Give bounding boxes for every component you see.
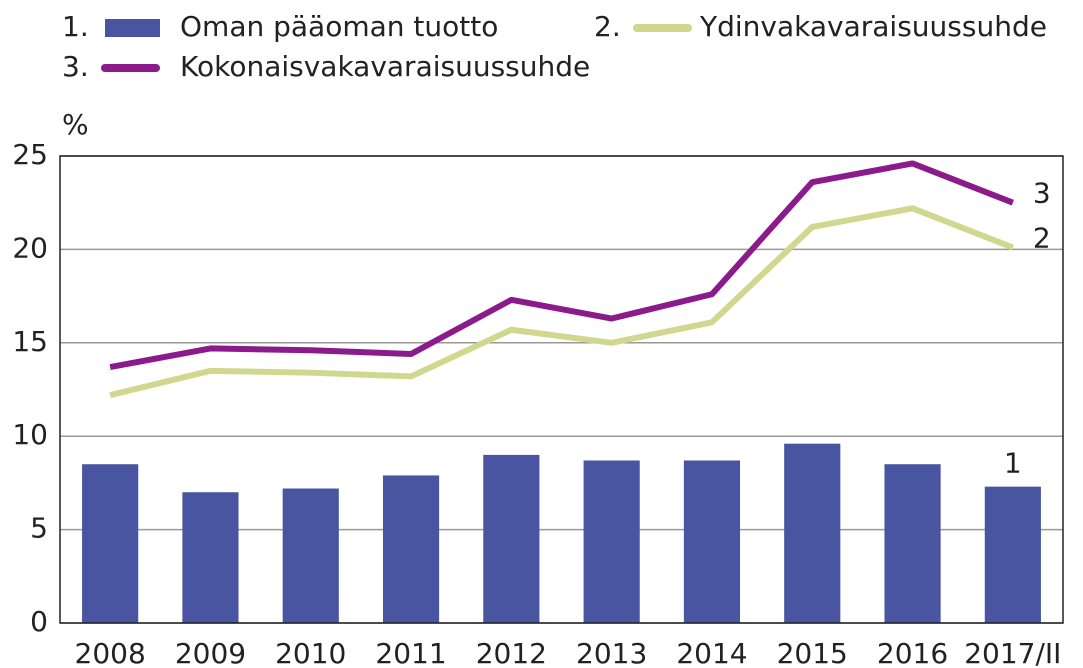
y-tick-label: 10 (12, 418, 48, 451)
legend-label: Ydinvakavaraisuussuhde (699, 10, 1047, 43)
x-tick-label: 2009 (175, 637, 246, 668)
y-tick-label: 0 (30, 605, 48, 638)
legend-swatch (105, 19, 160, 37)
x-tick-label: 2016 (877, 637, 948, 668)
x-tick-label: 2011 (375, 637, 446, 668)
x-tick-label: 2012 (476, 637, 547, 668)
x-tick-label: 2017/II (964, 637, 1061, 668)
legend-label: Kokonaisvakavaraisuussuhde (180, 50, 590, 83)
end-label: 2 (1033, 222, 1051, 255)
y-tick-label: 15 (12, 325, 48, 358)
line (109, 160, 1014, 371)
y-axis-label: % (62, 108, 89, 141)
legend-number: 3. (62, 50, 89, 83)
bar (884, 464, 941, 623)
x-tick-label: 2015 (777, 637, 848, 668)
bar (683, 460, 741, 623)
bar (784, 443, 841, 623)
bar (282, 488, 339, 623)
end-label: 3 (1033, 177, 1051, 210)
x-tick-label: 2013 (576, 637, 647, 668)
end-label: 1 (1004, 447, 1022, 480)
legend-label: Oman pääoman tuotto (180, 10, 498, 43)
bar (182, 492, 239, 623)
legend-number: 2. (594, 10, 621, 43)
bar (82, 464, 139, 623)
bar (984, 486, 1041, 623)
bar (483, 454, 540, 623)
bar (382, 475, 440, 623)
x-tick-label: 2008 (75, 637, 146, 668)
x-tick-label: 2010 (275, 637, 346, 668)
y-tick-label: 20 (12, 231, 48, 264)
x-tick-label: 2014 (676, 637, 747, 668)
y-tick-label: 25 (12, 138, 48, 171)
legend-number: 1. (62, 10, 89, 43)
bar (583, 460, 640, 623)
plot-frame (59, 155, 1064, 624)
line (109, 205, 1014, 399)
y-tick-label: 5 (30, 512, 48, 545)
